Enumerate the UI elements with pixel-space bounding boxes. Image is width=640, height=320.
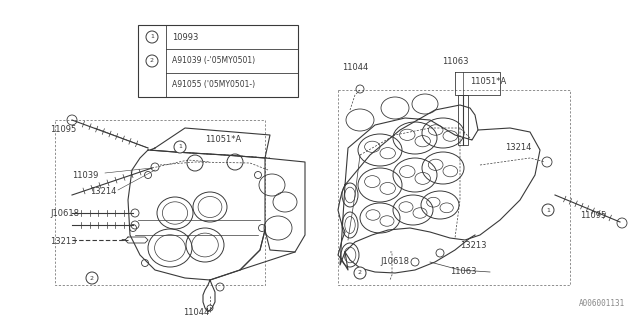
Text: 2: 2 [90, 276, 94, 281]
Bar [458, 95, 468, 145]
Text: A91039 (-'05MY0501): A91039 (-'05MY0501) [172, 55, 255, 65]
Text: 11095: 11095 [50, 125, 76, 134]
Text: A91055 ('05MY0501-): A91055 ('05MY0501-) [172, 79, 255, 89]
Text: 13213: 13213 [460, 241, 486, 250]
Circle shape [146, 31, 158, 43]
Text: 11063: 11063 [442, 58, 468, 67]
Text: J10618: J10618 [50, 209, 79, 218]
Text: 1: 1 [546, 207, 550, 212]
Text: 11063: 11063 [450, 268, 477, 276]
Text: 11039: 11039 [72, 171, 99, 180]
Text: 11044: 11044 [183, 308, 209, 317]
Circle shape [146, 55, 158, 67]
Bar [138, 25, 298, 97]
Circle shape [174, 141, 186, 153]
Text: 13214: 13214 [90, 188, 116, 196]
Text: 11051*A: 11051*A [205, 135, 241, 145]
Text: 13213: 13213 [50, 237, 77, 246]
Text: 13214: 13214 [505, 143, 531, 153]
Circle shape [86, 272, 98, 284]
Text: 10993: 10993 [172, 33, 198, 42]
Circle shape [542, 204, 554, 216]
Circle shape [354, 267, 366, 279]
Text: 2: 2 [150, 59, 154, 63]
Text: 1: 1 [178, 145, 182, 149]
Text: 11044: 11044 [342, 63, 368, 73]
Text: A006001131: A006001131 [579, 299, 625, 308]
Text: 11051*A: 11051*A [470, 77, 506, 86]
Text: 2: 2 [358, 270, 362, 276]
Text: J10618: J10618 [380, 258, 409, 267]
Text: 1: 1 [150, 35, 154, 39]
Text: 11095: 11095 [580, 211, 606, 220]
